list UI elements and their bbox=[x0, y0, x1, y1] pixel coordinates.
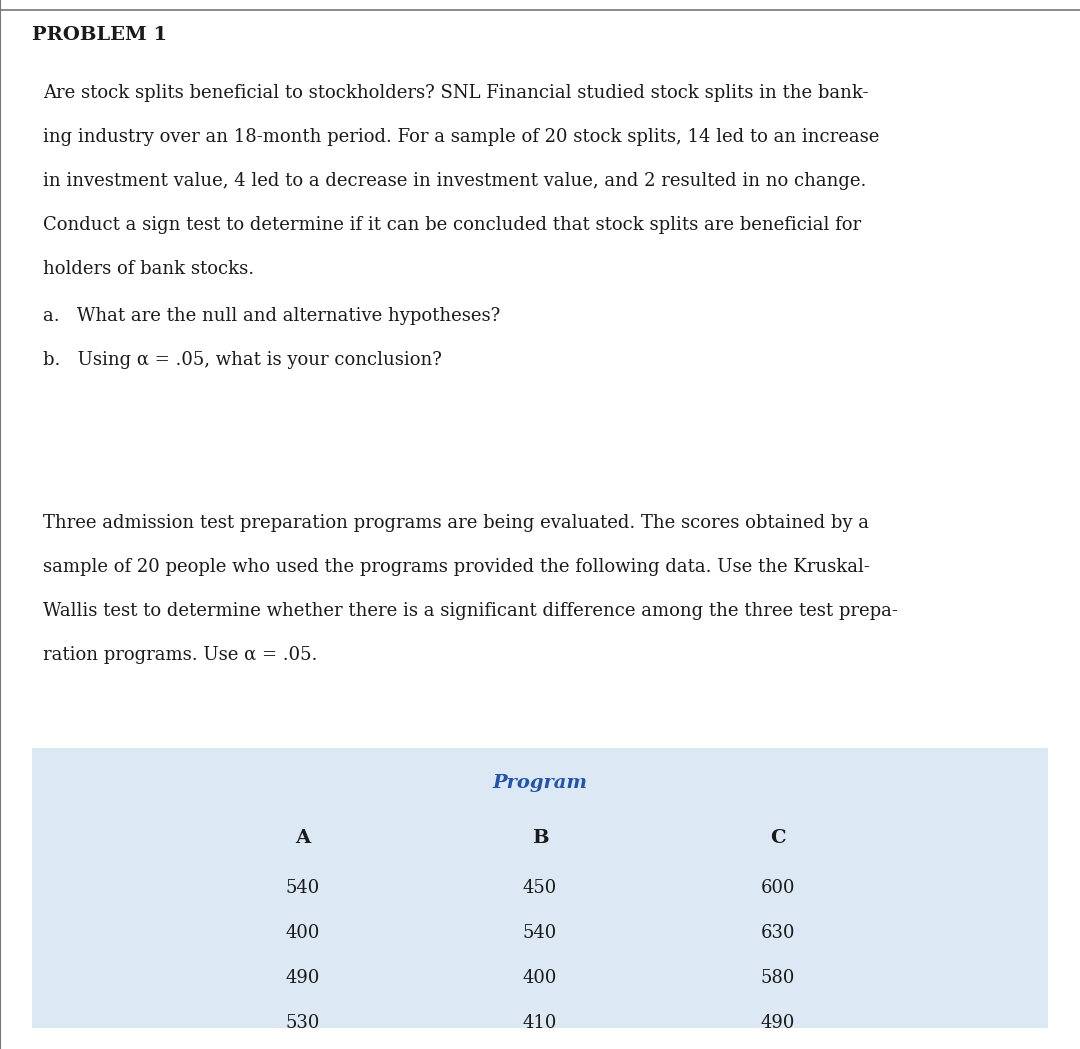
Text: 580: 580 bbox=[760, 969, 795, 987]
Text: 600: 600 bbox=[760, 879, 795, 897]
Text: 490: 490 bbox=[285, 969, 320, 987]
Text: Are stock splits beneficial to stockholders? SNL Financial studied stock splits : Are stock splits beneficial to stockhold… bbox=[43, 84, 868, 102]
Text: Conduct a sign test to determine if it can be concluded that stock splits are be: Conduct a sign test to determine if it c… bbox=[43, 216, 862, 234]
Text: ing industry over an 18-month period. For a sample of 20 stock splits, 14 led to: ing industry over an 18-month period. Fo… bbox=[43, 128, 879, 146]
Text: 530: 530 bbox=[285, 1014, 320, 1032]
Text: in investment value, 4 led to a decrease in investment value, and 2 resulted in : in investment value, 4 led to a decrease… bbox=[43, 172, 866, 190]
Text: b.   Using α = .05, what is your conclusion?: b. Using α = .05, what is your conclusio… bbox=[43, 351, 442, 369]
Text: PROBLEM 1: PROBLEM 1 bbox=[32, 26, 167, 44]
Text: 450: 450 bbox=[523, 879, 557, 897]
Text: 630: 630 bbox=[760, 924, 795, 942]
FancyBboxPatch shape bbox=[32, 748, 1048, 1028]
Text: 400: 400 bbox=[285, 924, 320, 942]
Text: 400: 400 bbox=[523, 969, 557, 987]
Text: ration programs. Use α = .05.: ration programs. Use α = .05. bbox=[43, 646, 318, 664]
Text: holders of bank stocks.: holders of bank stocks. bbox=[43, 260, 254, 278]
Text: Program: Program bbox=[492, 774, 588, 792]
Text: C: C bbox=[770, 829, 785, 847]
Text: Three admission test preparation programs are being evaluated. The scores obtain: Three admission test preparation program… bbox=[43, 514, 869, 532]
Text: A: A bbox=[295, 829, 310, 847]
Text: sample of 20 people who used the programs provided the following data. Use the K: sample of 20 people who used the program… bbox=[43, 558, 870, 576]
Text: Wallis test to determine whether there is a significant difference among the thr: Wallis test to determine whether there i… bbox=[43, 602, 899, 620]
Text: 490: 490 bbox=[760, 1014, 795, 1032]
Text: 540: 540 bbox=[523, 924, 557, 942]
Text: 410: 410 bbox=[523, 1014, 557, 1032]
Text: a.   What are the null and alternative hypotheses?: a. What are the null and alternative hyp… bbox=[43, 307, 500, 325]
Text: B: B bbox=[531, 829, 549, 847]
Text: 540: 540 bbox=[285, 879, 320, 897]
